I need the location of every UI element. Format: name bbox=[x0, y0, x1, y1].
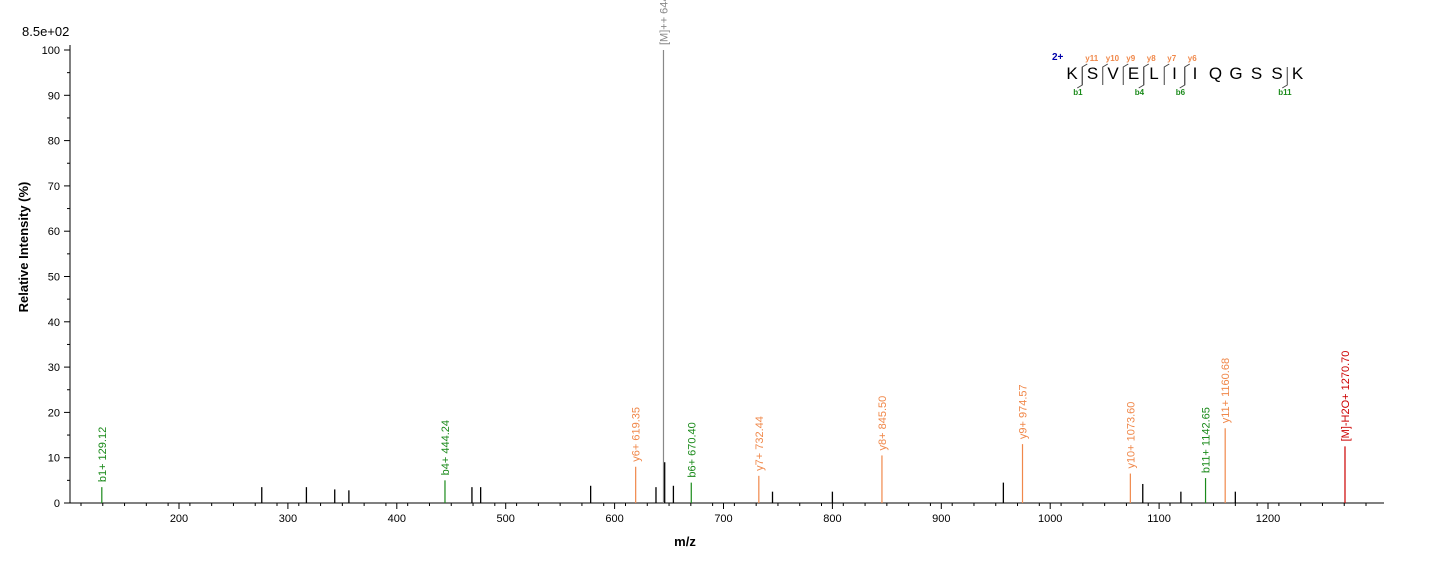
y-ion-bracket bbox=[1143, 63, 1150, 85]
x-tick-label: 1000 bbox=[1038, 513, 1062, 525]
intensity-scale-label: 8.5e+02 bbox=[22, 24, 69, 39]
x-tick-label: 1200 bbox=[1256, 513, 1280, 525]
y-ion-bracket bbox=[1184, 63, 1191, 85]
peak-label: [M]-H2O+ 1270.70 bbox=[1340, 351, 1352, 442]
sequence-residue: I bbox=[1172, 64, 1177, 83]
x-tick-label: 500 bbox=[497, 513, 515, 525]
peak-labels: b1+ 129.12 b4+ 444.24 y6+ 619.35 [M]++ 644.… bbox=[97, 0, 1352, 482]
b-ion-bracket bbox=[1138, 67, 1145, 89]
sequence-residue: S bbox=[1251, 64, 1262, 83]
y-tick-label: 70 bbox=[48, 181, 60, 193]
b-ion-label: b11 bbox=[1278, 88, 1292, 97]
b-ion-bracket bbox=[1281, 67, 1288, 89]
peak-label: y7+ 732.44 bbox=[754, 416, 766, 471]
b-ion-label: b1 bbox=[1073, 88, 1083, 97]
peak-label: b4+ 444.24 bbox=[440, 420, 452, 475]
sequence-residue: G bbox=[1229, 64, 1242, 83]
peak-label: b11+ 1142.65 bbox=[1201, 407, 1213, 473]
x-tick-label: 700 bbox=[714, 513, 732, 525]
x-axis-ticks: 200 300 400 500 600 700 800 900 1000 1100 1200 bbox=[80, 503, 1367, 525]
y-tick-label: 50 bbox=[48, 272, 60, 284]
y-tick-label: 40 bbox=[48, 317, 60, 329]
sequence-residue: Q bbox=[1209, 64, 1222, 83]
x-tick-label: 1100 bbox=[1147, 513, 1171, 525]
y-ion-label: y6 bbox=[1188, 54, 1197, 63]
peak-label: y9+ 974.57 bbox=[1018, 384, 1030, 439]
charge-state: 2+ bbox=[1052, 52, 1064, 63]
peak-label: b1+ 129.12 bbox=[97, 427, 109, 482]
y-axis-ticks: 0 10 20 30 40 50 60 70 80 90 100 bbox=[42, 45, 70, 510]
b-ion-label: b4 bbox=[1135, 88, 1145, 97]
x-tick-label: 800 bbox=[823, 513, 841, 525]
y-tick-label: 90 bbox=[48, 90, 60, 102]
y-ion-bracket bbox=[1163, 63, 1170, 85]
x-tick-label: 300 bbox=[279, 513, 297, 525]
y-ion-label: y8 bbox=[1147, 54, 1156, 63]
sequence-residue: I bbox=[1193, 64, 1198, 83]
sequence-residue: K bbox=[1292, 64, 1304, 83]
peak-label: b6+ 670.40 bbox=[686, 422, 698, 477]
y-tick-label: 10 bbox=[48, 453, 60, 465]
y-ion-label: y7 bbox=[1167, 54, 1176, 63]
y-axis-title: Relative Intensity (%) bbox=[16, 182, 31, 313]
y-tick-label: 20 bbox=[48, 407, 60, 419]
peak-label: y10+ 1073.60 bbox=[1125, 402, 1137, 469]
x-tick-label: 200 bbox=[170, 513, 188, 525]
sequence-residue: K bbox=[1066, 64, 1078, 83]
sequence-residue: V bbox=[1107, 64, 1119, 83]
x-axis-title: m/z bbox=[674, 534, 696, 549]
y-ion-bracket bbox=[1102, 63, 1109, 85]
peak-label: y6+ 619.35 bbox=[631, 407, 643, 462]
spectrum-peaks bbox=[101, 50, 1346, 503]
sequence-residue: S bbox=[1271, 64, 1282, 83]
y-tick-label: 0 bbox=[54, 498, 60, 510]
y-tick-label: 80 bbox=[48, 136, 60, 148]
y-tick-label: 100 bbox=[42, 45, 60, 57]
x-tick-label: 900 bbox=[932, 513, 950, 525]
b-ion-bracket bbox=[1179, 67, 1186, 89]
y-tick-label: 60 bbox=[48, 226, 60, 238]
y-ion-label: y9 bbox=[1126, 54, 1135, 63]
peak-label: [M]++ 644.89 bbox=[658, 0, 670, 45]
sequence-residue: E bbox=[1128, 64, 1139, 83]
sequence-residue: L bbox=[1149, 64, 1158, 83]
y-ion-bracket bbox=[1122, 63, 1129, 85]
x-tick-label: 600 bbox=[605, 513, 623, 525]
y-ion-label: y10 bbox=[1106, 54, 1120, 63]
x-tick-label: 400 bbox=[388, 513, 406, 525]
peak-label: y11+ 1160.68 bbox=[1220, 358, 1232, 423]
y-ion-label: y11 bbox=[1085, 54, 1098, 63]
peak-label: y8+ 845.50 bbox=[877, 396, 889, 451]
b-ion-bracket bbox=[1076, 67, 1083, 89]
b-ion-label: b6 bbox=[1176, 88, 1186, 97]
sequence-residue: S bbox=[1087, 64, 1098, 83]
y-tick-label: 30 bbox=[48, 362, 60, 374]
